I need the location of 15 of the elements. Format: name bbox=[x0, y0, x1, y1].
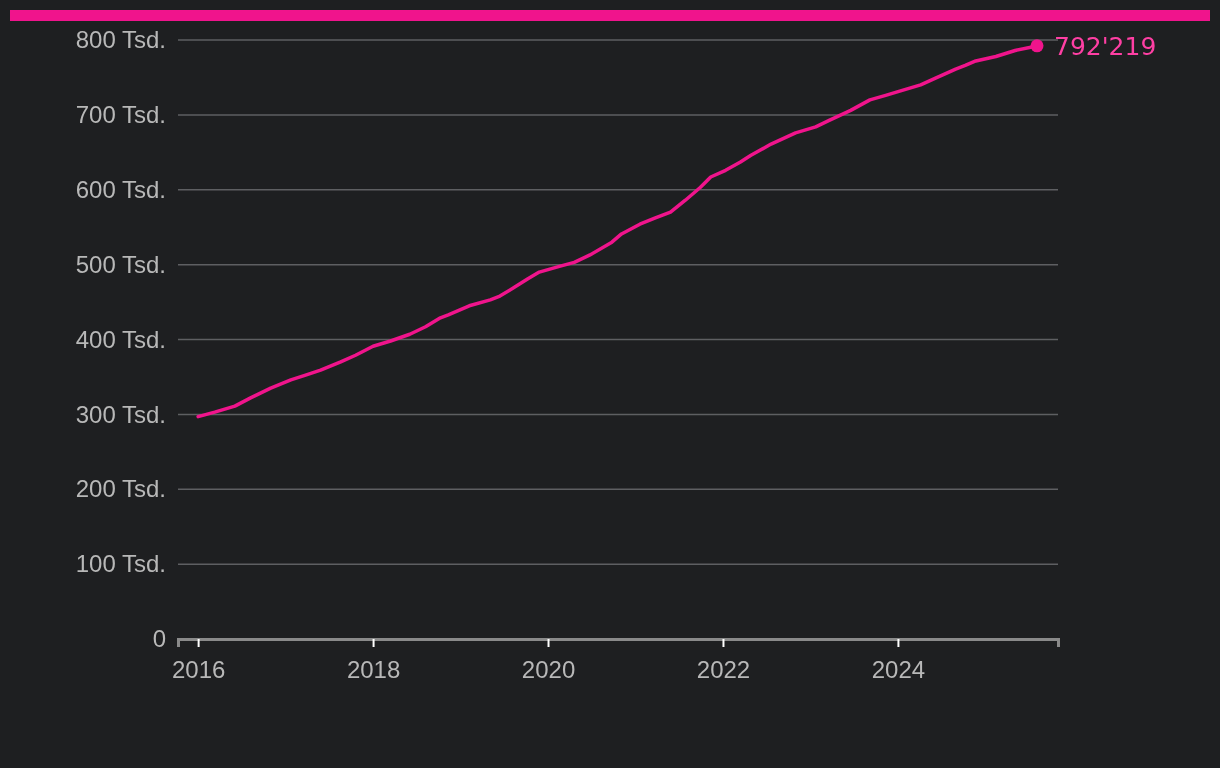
y-tick-label: 100 Tsd. bbox=[75, 550, 166, 578]
y-tick-label: 400 Tsd. bbox=[75, 325, 166, 353]
y-tick-label: 700 Tsd. bbox=[75, 101, 166, 129]
x-tick-label: 2020 bbox=[521, 656, 576, 684]
y-tick-label: 600 Tsd. bbox=[75, 175, 166, 203]
y-tick-label: 800 Tsd. bbox=[75, 26, 166, 54]
y-tick-label: 200 Tsd. bbox=[75, 475, 166, 503]
y-tick-label: 500 Tsd. bbox=[75, 250, 166, 278]
annotation: 792'219 bbox=[1054, 31, 1157, 61]
x-tick-label: 2016 bbox=[171, 656, 226, 684]
x-tick-label: 2024 bbox=[871, 656, 926, 684]
y-tick-label: 300 Tsd. bbox=[75, 400, 166, 428]
x-tick-label: 2018 bbox=[346, 656, 401, 684]
y-tick-label: 0 bbox=[152, 625, 166, 653]
x-tick-label: 2022 bbox=[696, 656, 751, 684]
